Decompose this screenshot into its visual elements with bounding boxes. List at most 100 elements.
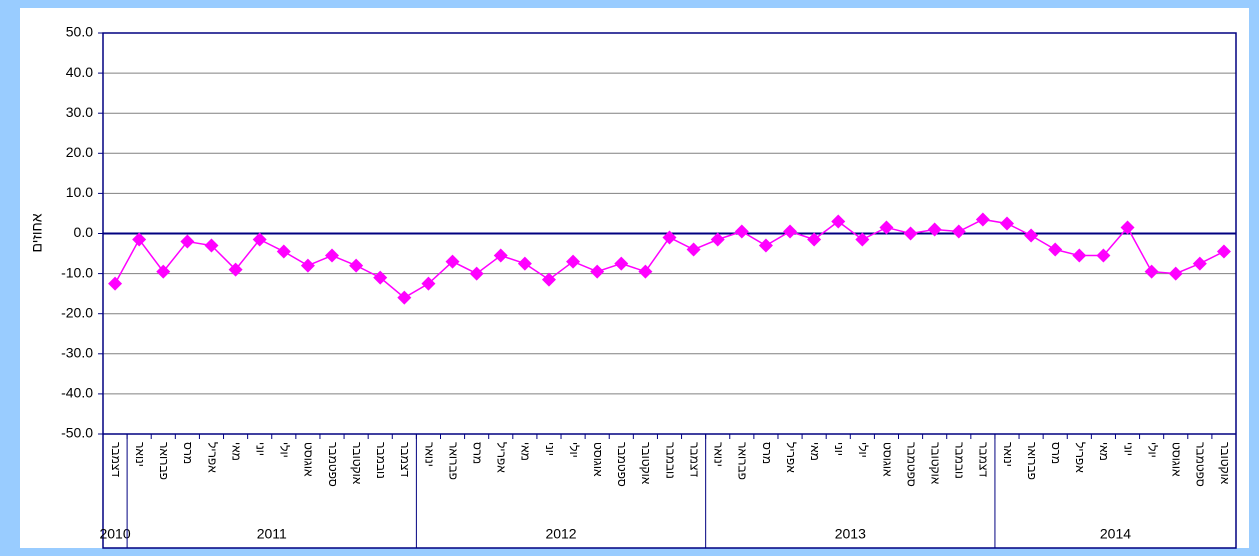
marker <box>204 238 219 253</box>
marker <box>927 222 942 237</box>
x-tick-label: אוקטובר <box>350 442 364 485</box>
x-tick-label: ספטמבר <box>904 442 918 487</box>
marker <box>638 264 653 279</box>
y-tick-label: -40.0 <box>61 385 93 401</box>
x-tick-label: יולי <box>278 442 292 458</box>
marker <box>517 256 532 271</box>
x-tick-label: אפריל <box>784 442 798 473</box>
x-tick-label: אוקטובר <box>928 442 942 485</box>
x-tick-label: מרס <box>181 442 195 464</box>
x-tick-label: ינואר <box>133 442 147 467</box>
marker <box>1120 220 1135 235</box>
x-tick-label: מאי <box>519 442 533 461</box>
y-tick-label: 30.0 <box>66 104 93 120</box>
marker <box>1024 228 1039 243</box>
marker <box>590 264 605 279</box>
marker <box>325 248 340 263</box>
marker <box>686 242 701 257</box>
x-tick-label: פברואר <box>157 442 171 480</box>
x-tick-label: ינואר <box>422 442 436 467</box>
x-tick-label: יולי <box>1145 442 1159 458</box>
x-tick-label: מרס <box>760 442 774 464</box>
marker <box>373 270 388 285</box>
x-tick-label: אוגוסט <box>302 442 316 477</box>
x-tick-label: יוני <box>543 442 557 456</box>
x-tick-label: דצמבר <box>398 442 412 477</box>
marker <box>276 244 291 259</box>
x-tick-label: אפריל <box>1073 442 1087 473</box>
x-tick-label: ספטמבר <box>1194 442 1208 487</box>
year-label: 2010 <box>99 526 130 542</box>
marker <box>541 272 556 287</box>
marker <box>1168 266 1183 281</box>
x-tick-label: יוני <box>832 442 846 456</box>
plot-frame <box>102 32 1237 549</box>
year-label: 2012 <box>545 526 576 542</box>
x-tick-label: אוקטובר <box>639 442 653 485</box>
x-tick-label: דצמבר <box>687 442 701 477</box>
marker <box>421 276 436 291</box>
marker <box>180 234 195 249</box>
x-tick-label: אפריל <box>205 442 219 473</box>
y-tick-label: -10.0 <box>61 264 93 280</box>
x-tick-label: אוגוסט <box>880 442 894 477</box>
marker <box>831 214 846 229</box>
marker <box>108 276 123 291</box>
year-label: 2011 <box>257 526 287 542</box>
x-tick-label: אפריל <box>495 442 509 473</box>
marker <box>566 254 581 269</box>
x-tick-label: ינואר <box>1001 442 1015 467</box>
x-tick-label: יוני <box>1121 442 1135 456</box>
marker <box>469 266 484 281</box>
marker <box>445 254 460 269</box>
x-tick-label: אוגוסט <box>591 442 605 477</box>
marker <box>1072 248 1087 263</box>
marker <box>879 220 894 235</box>
marker <box>349 258 364 273</box>
y-tick-label: -50.0 <box>61 425 93 441</box>
y-tick-label: -30.0 <box>61 345 93 361</box>
marker <box>1192 256 1207 271</box>
marker <box>783 224 798 239</box>
x-tick-label: מאי <box>808 442 822 461</box>
marker <box>734 224 749 239</box>
x-tick-label: אוקטובר <box>1218 442 1232 485</box>
x-tick-label: יולי <box>856 442 870 458</box>
marker <box>999 216 1014 231</box>
marker <box>951 224 966 239</box>
x-tick-label: דצמבר <box>977 442 991 477</box>
y-tick-label: 40.0 <box>66 64 93 80</box>
x-tick-label: נובמבר <box>374 442 388 479</box>
year-label: 2014 <box>1100 526 1131 542</box>
x-tick-label: מרס <box>1049 442 1063 464</box>
marker <box>662 230 677 245</box>
marker <box>1216 244 1231 259</box>
marker <box>614 256 629 271</box>
x-tick-label: פברואר <box>1025 442 1039 480</box>
marker <box>1144 264 1159 279</box>
x-tick-label: נובמבר <box>953 442 967 479</box>
x-tick-label: יולי <box>567 442 581 458</box>
marker <box>300 258 315 273</box>
chart-area <box>20 8 1249 548</box>
x-tick-label: ספטמבר <box>326 442 340 487</box>
y-tick-label: -20.0 <box>61 304 93 320</box>
marker <box>710 232 725 247</box>
marker <box>156 264 171 279</box>
x-tick-label: פברואר <box>736 442 750 480</box>
y-tick-label: 0.0 <box>74 224 94 240</box>
y-axis-label: אחוזים <box>29 213 45 252</box>
x-tick-label: נובמבר <box>663 442 677 479</box>
y-tick-label: 10.0 <box>66 184 93 200</box>
x-tick-label: פברואר <box>446 442 460 480</box>
x-tick-label: מאי <box>1097 442 1111 461</box>
marker <box>807 232 822 247</box>
marker <box>855 232 870 247</box>
x-tick-label: מרס <box>470 442 484 464</box>
x-tick-label: ספטמבר <box>615 442 629 487</box>
marker <box>1048 242 1063 257</box>
marker <box>228 262 243 277</box>
y-tick-label: 20.0 <box>66 144 93 160</box>
marker <box>758 238 773 253</box>
